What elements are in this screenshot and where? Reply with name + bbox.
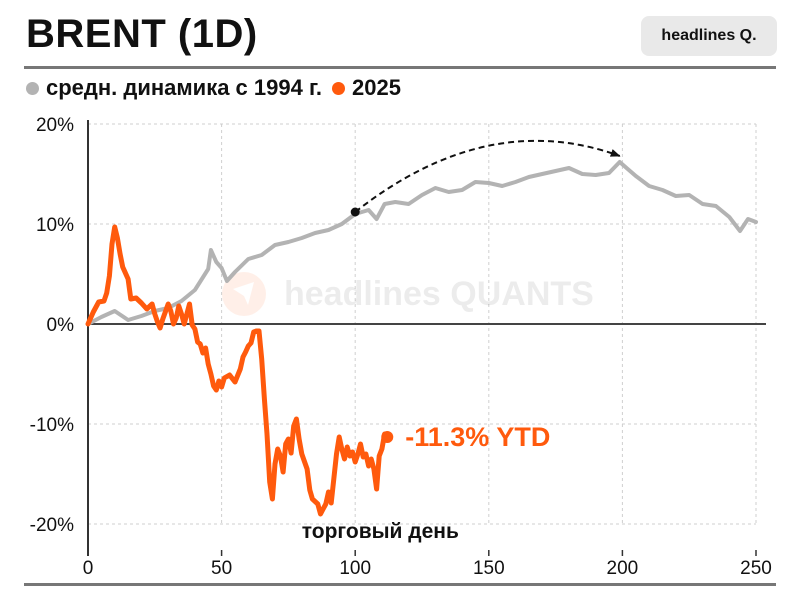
x-tick-label: 100 bbox=[339, 558, 371, 579]
watermark-text: headlines QUANTS bbox=[284, 275, 594, 313]
y-tick-label: 0% bbox=[47, 315, 75, 336]
series-line-average bbox=[86, 160, 758, 326]
series-end-marker bbox=[381, 431, 394, 443]
x-tick-label: 50 bbox=[211, 558, 232, 579]
y-tick-label: 10% bbox=[36, 215, 74, 236]
y-tick-label: -20% bbox=[30, 515, 74, 536]
brand-label: headlines Q. bbox=[661, 27, 757, 44]
chart-legend: средн. динамика с 1994 г. 2025 bbox=[26, 75, 411, 101]
y-tick-label: 20% bbox=[36, 115, 74, 136]
x-axis-label: торговый день bbox=[302, 520, 459, 543]
legend-swatch-2025 bbox=[332, 81, 346, 95]
x-tick-label: 150 bbox=[473, 558, 505, 579]
axes bbox=[87, 120, 766, 556]
ytd-label: -11.3% YTD bbox=[405, 422, 550, 452]
watermark: headlines QUANTS bbox=[222, 272, 594, 316]
legend-item-2025: 2025 bbox=[332, 75, 401, 101]
x-tick-label: 200 bbox=[607, 558, 639, 579]
tick-labels: -20% -10% 0% 10% 20% 0 50 100 150 200 250 торговый … bbox=[30, 115, 772, 579]
dashed-arrow bbox=[354, 139, 621, 213]
header-divider bbox=[24, 66, 776, 69]
x-tick-label: 250 bbox=[740, 558, 772, 579]
legend-item-average: средн. динамика с 1994 г. bbox=[26, 75, 322, 101]
y-tick-label: -10% bbox=[30, 415, 74, 436]
footer-divider bbox=[24, 583, 776, 586]
chart-title: BRENT (1D) bbox=[26, 12, 258, 56]
series-line-2025 bbox=[85, 224, 390, 517]
legend-label-average: средн. динамика с 1994 г. bbox=[46, 75, 323, 100]
legend-swatch-average bbox=[26, 81, 39, 95]
x-tick-label: 0 bbox=[83, 558, 94, 579]
annotations: -11.3% YTD bbox=[350, 139, 621, 452]
legend-label-2025: 2025 bbox=[352, 75, 401, 100]
brand-badge[interactable]: headlines Q. bbox=[641, 16, 777, 56]
watermark-logo-icon bbox=[222, 272, 266, 316]
series-lines bbox=[85, 160, 758, 517]
